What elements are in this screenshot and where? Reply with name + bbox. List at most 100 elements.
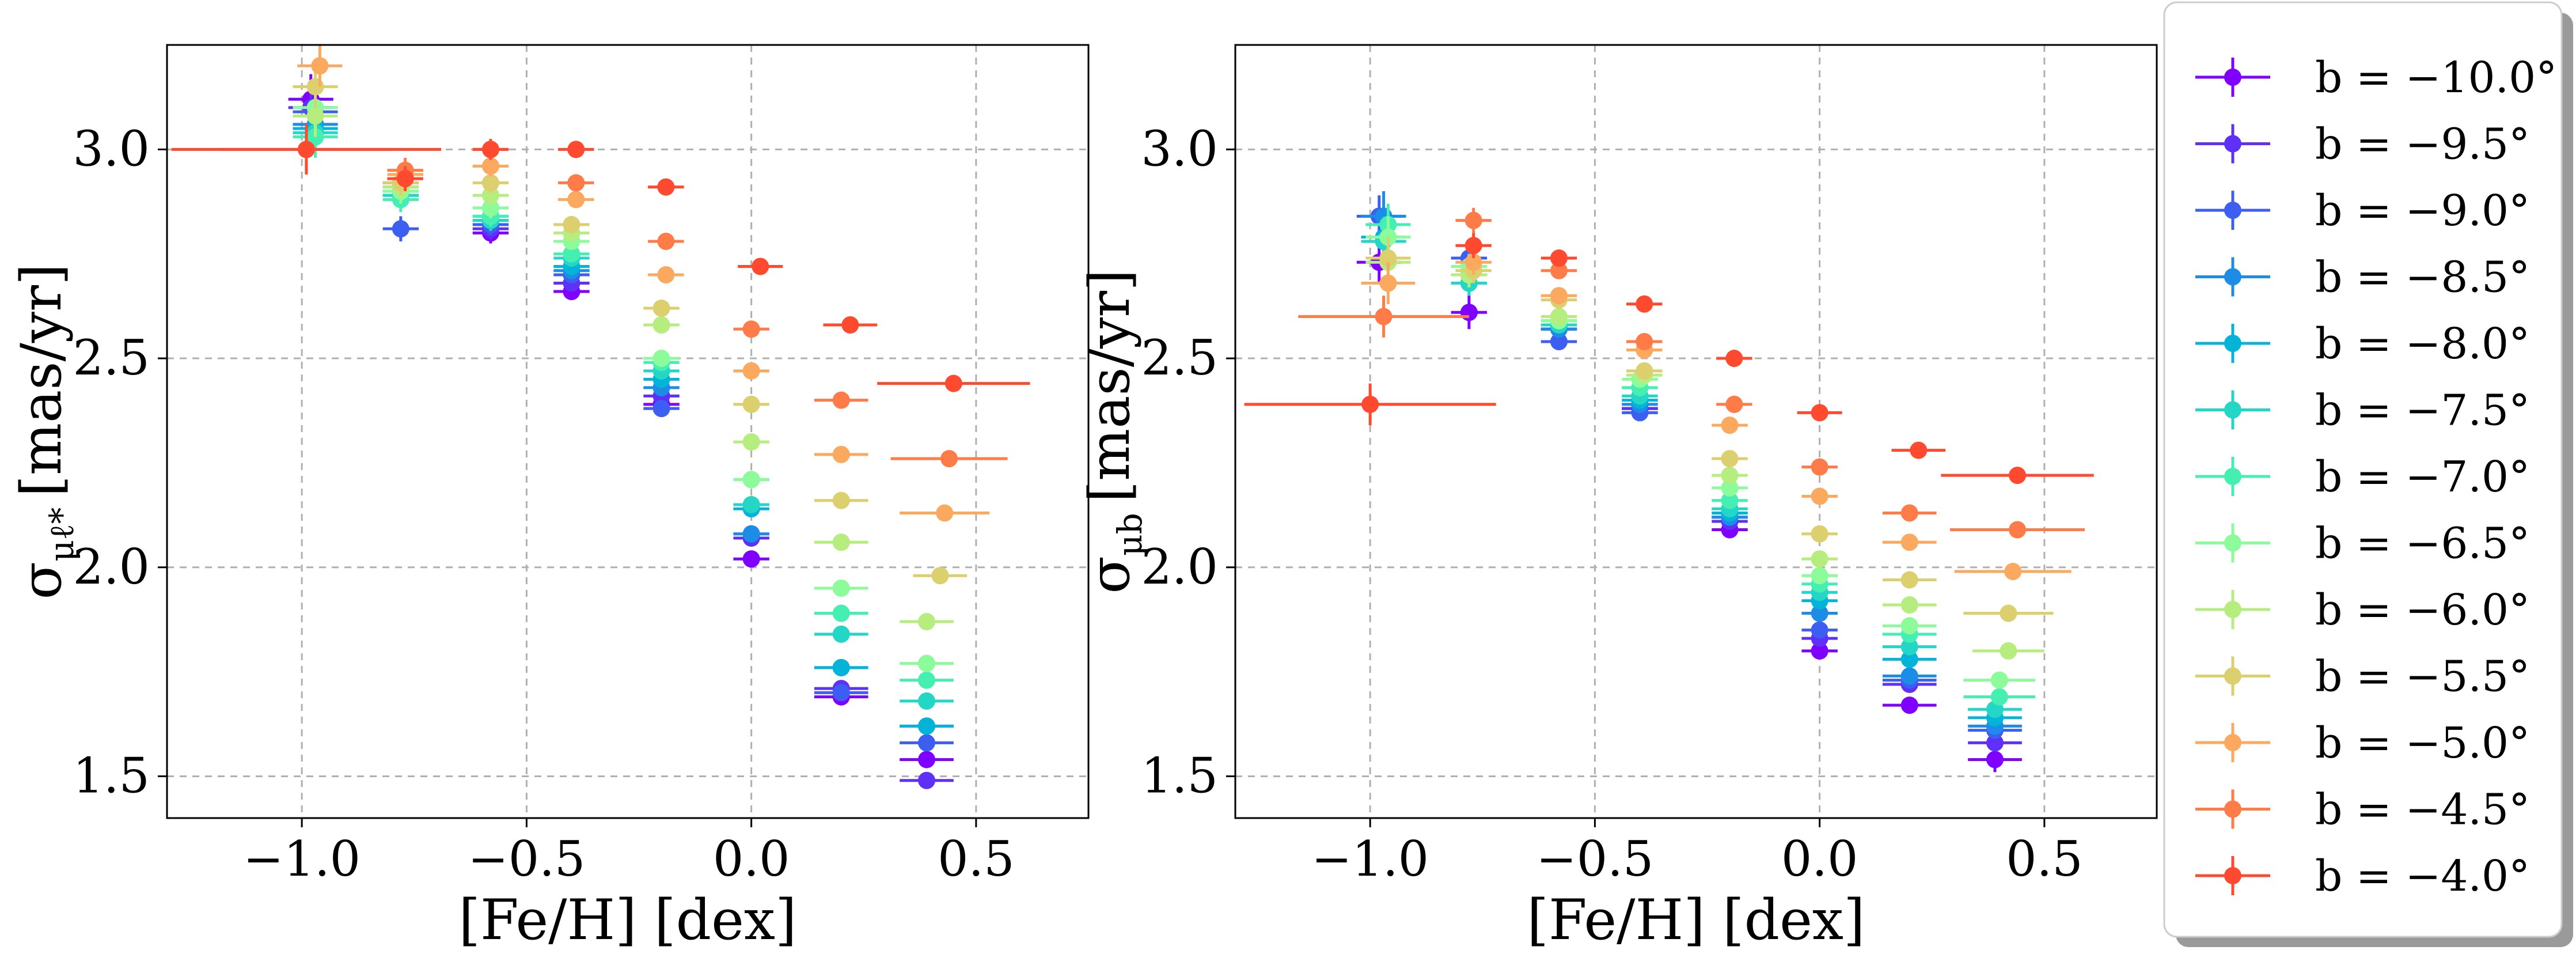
y-tick-label-left: 2.5 bbox=[73, 330, 150, 386]
data-point bbox=[1900, 617, 1918, 635]
data-point bbox=[832, 533, 850, 551]
data-point bbox=[1550, 287, 1568, 305]
data-point bbox=[1636, 295, 1653, 313]
grid-left bbox=[167, 45, 1088, 818]
y-axis-label-right: σμb [mas/yr] bbox=[1078, 269, 1149, 593]
data-point bbox=[567, 141, 585, 158]
legend-item: b = −8.5° bbox=[2195, 253, 2530, 302]
y-tick-label-left: 2.0 bbox=[73, 539, 150, 595]
data-point bbox=[832, 580, 850, 597]
legend-marker bbox=[2224, 800, 2241, 818]
data-point bbox=[1900, 650, 1918, 668]
data-point bbox=[1550, 308, 1568, 325]
data-point bbox=[481, 157, 499, 175]
data-point bbox=[832, 625, 850, 643]
data-point bbox=[567, 191, 585, 209]
data-point bbox=[392, 220, 409, 238]
data-point bbox=[1900, 504, 1918, 522]
data-point bbox=[742, 433, 760, 451]
data-point bbox=[1811, 458, 1828, 476]
data-point bbox=[2000, 642, 2017, 660]
data-point bbox=[841, 316, 859, 334]
legend-marker bbox=[2224, 69, 2241, 86]
data-point bbox=[1725, 350, 1743, 368]
grid-right bbox=[1235, 45, 2157, 818]
data-point bbox=[1900, 533, 1918, 551]
data-point bbox=[832, 391, 850, 409]
legend-label: b = −8.0° bbox=[2315, 319, 2530, 369]
legend-marker bbox=[2224, 268, 2241, 286]
series-left-10 bbox=[297, 45, 990, 522]
data-point bbox=[918, 734, 936, 752]
data-point bbox=[1811, 525, 1828, 543]
y-axis-label-symbol-left: σ bbox=[9, 562, 74, 600]
data-point bbox=[742, 471, 760, 489]
data-point bbox=[940, 450, 958, 468]
legend-item: b = −5.5° bbox=[2195, 652, 2530, 702]
legend-item: b = −5.0° bbox=[2195, 718, 2530, 768]
data-point bbox=[481, 187, 499, 205]
legend: b = −10.0° b = −9.5° b = −9.0° b = −8.5° b =… bbox=[2163, 1, 2573, 947]
data-point bbox=[752, 258, 769, 275]
data-point bbox=[396, 170, 414, 188]
x-tick-label-right: 0.0 bbox=[1781, 831, 1858, 887]
legend-item: b = −8.0° bbox=[2195, 319, 2530, 369]
legend-marker bbox=[2224, 135, 2241, 153]
data-point bbox=[1811, 604, 1828, 622]
legend-items: b = −10.0° b = −9.5° b = −9.0° b = −8.5° b =… bbox=[2195, 53, 2557, 901]
data-point bbox=[567, 174, 585, 192]
data-point bbox=[1811, 487, 1828, 505]
legend-item: b = −4.0° bbox=[2195, 851, 2530, 901]
data-point bbox=[1986, 734, 2004, 752]
data-point bbox=[563, 215, 581, 233]
data-point bbox=[2004, 563, 2022, 581]
legend-marker bbox=[2224, 534, 2241, 552]
data-point bbox=[657, 232, 675, 250]
data-point bbox=[652, 350, 670, 368]
data-point bbox=[918, 692, 936, 710]
data-point bbox=[306, 107, 324, 125]
x-tick-label-left: −0.5 bbox=[468, 831, 585, 887]
x-tick-label-left: 0.0 bbox=[713, 831, 790, 887]
data-point bbox=[1721, 491, 1739, 509]
data-point bbox=[1910, 441, 1928, 459]
legend-box bbox=[2163, 1, 2563, 938]
y-axis-label-subscript-right: μb bbox=[1110, 513, 1149, 556]
legend-label: b = −4.5° bbox=[2315, 785, 2530, 835]
x-axis-label-left: [Fe/H] [dex] bbox=[459, 888, 797, 952]
data-point bbox=[1721, 417, 1739, 434]
data-point bbox=[1811, 550, 1828, 568]
legend-item: b = −4.5° bbox=[2195, 785, 2530, 835]
y-tick-label-right: 1.5 bbox=[1141, 747, 1218, 804]
legend-item: b = −6.5° bbox=[2195, 519, 2530, 569]
data-point bbox=[832, 658, 850, 676]
legend-item: b = −9.0° bbox=[2195, 186, 2530, 236]
data-point bbox=[1900, 638, 1918, 656]
data-point bbox=[1379, 249, 1397, 267]
series-right-12 bbox=[1244, 233, 2094, 485]
data-point bbox=[1811, 404, 1828, 422]
data-point bbox=[1990, 671, 2008, 689]
legend-item: b = −10.0° bbox=[2195, 53, 2557, 103]
data-point bbox=[1811, 642, 1828, 660]
x-tick-label-right: −1.0 bbox=[1311, 831, 1429, 887]
data-point bbox=[1721, 479, 1739, 497]
y-tick-label-left: 3.0 bbox=[73, 120, 150, 177]
data-point bbox=[481, 141, 499, 158]
data-point bbox=[1379, 274, 1397, 292]
series-left bbox=[171, 45, 1030, 789]
data-point bbox=[652, 316, 670, 334]
data-point bbox=[652, 300, 670, 317]
data-point bbox=[1900, 697, 1918, 714]
data-point bbox=[563, 245, 581, 263]
data-point bbox=[657, 266, 675, 283]
y-tick-label-right: 3.0 bbox=[1141, 120, 1218, 177]
legend-label: b = −6.5° bbox=[2315, 519, 2530, 569]
legend-label: b = −6.0° bbox=[2315, 585, 2530, 635]
legend-marker bbox=[2224, 667, 2241, 685]
legend-item: b = −7.5° bbox=[2195, 386, 2530, 436]
x-tick-label-right: 0.5 bbox=[2006, 831, 2083, 887]
legend-marker bbox=[2224, 202, 2241, 219]
legend-label: b = −9.5° bbox=[2315, 120, 2530, 169]
